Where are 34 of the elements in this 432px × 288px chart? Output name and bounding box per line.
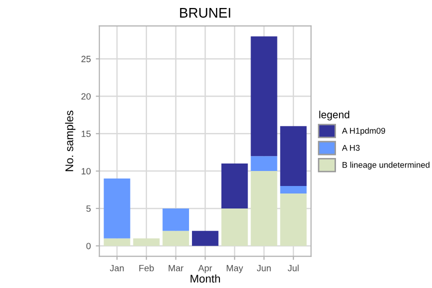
bar	[280, 126, 307, 186]
legend-label: A H3	[342, 144, 360, 151]
y-tick-label: 20	[81, 93, 91, 100]
chart-title: BRUNEI	[180, 8, 230, 18]
x-tick-label: Feb	[139, 264, 154, 272]
x-tick-label: May	[226, 264, 244, 274]
x-axis-title: Month	[190, 274, 220, 283]
bar	[104, 178, 130, 238]
y-tick-label: 25	[81, 56, 91, 62]
bar	[250, 36, 278, 156]
bar	[221, 164, 248, 208]
x-tick-label: Mar	[168, 264, 184, 272]
x-tick-label: Jun	[256, 264, 271, 272]
y-axis-title: No. samples	[65, 110, 76, 172]
legend-label: A H1pdm09	[342, 128, 386, 136]
bar	[250, 171, 278, 246]
x-tick-label: Jul	[288, 264, 299, 272]
legend-title: legend	[319, 110, 350, 120]
bar	[280, 186, 307, 194]
y-tick-label: 0	[86, 242, 91, 250]
bar	[250, 156, 278, 172]
y-tick-label: 15	[82, 130, 91, 137]
bar	[162, 208, 190, 231]
x-tick-label: Jan	[110, 264, 124, 272]
legend-label: B lineage undetermined	[342, 162, 430, 170]
y-tick-label: 10	[82, 168, 91, 174]
y-tick-label: 5	[86, 206, 91, 212]
bar	[221, 208, 248, 246]
bar	[280, 193, 307, 246]
bar	[133, 238, 160, 246]
bar	[104, 238, 130, 246]
bar	[192, 230, 218, 246]
x-tick-label: Apr	[198, 264, 212, 274]
bar	[162, 230, 190, 246]
